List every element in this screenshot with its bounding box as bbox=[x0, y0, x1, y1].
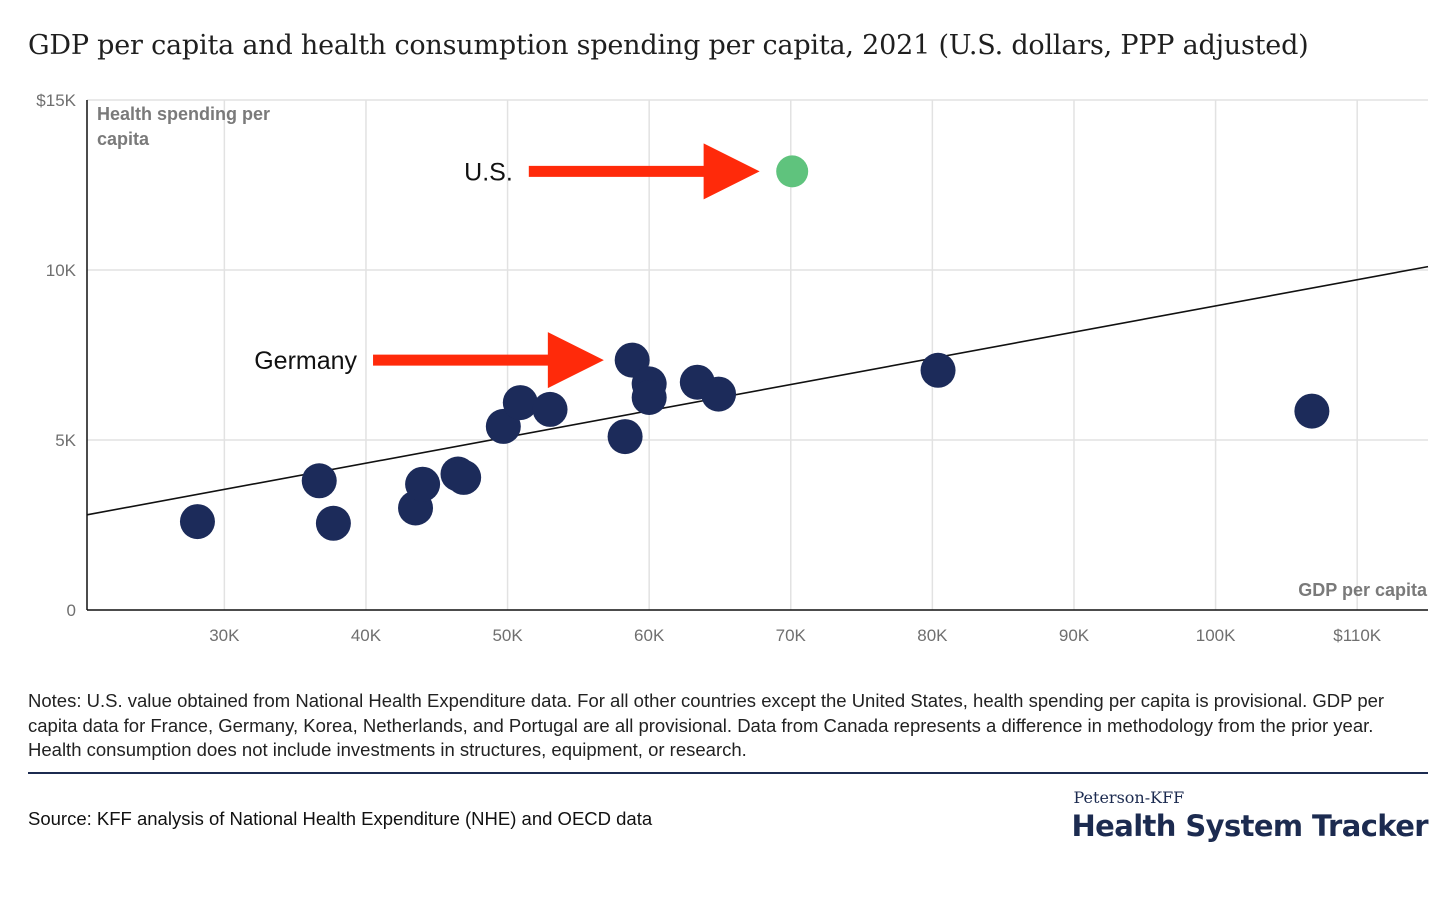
x-tick-label: 60K bbox=[634, 626, 665, 645]
x-tick-label: 50K bbox=[492, 626, 523, 645]
brand-logo-main: Health System Tracker bbox=[1071, 809, 1429, 843]
x-tick-label: 40K bbox=[351, 626, 382, 645]
data-point bbox=[532, 391, 568, 427]
trend-line bbox=[86, 265, 1429, 516]
data-point bbox=[405, 466, 441, 502]
y-tick-label: $15K bbox=[36, 91, 76, 110]
y-axis-label: Health spending per capita bbox=[97, 104, 270, 149]
data-point bbox=[1294, 393, 1330, 429]
x-axis-label: GDP per capita bbox=[1298, 580, 1428, 600]
annotation-arrow-head bbox=[703, 143, 760, 200]
y-tick-label: 0 bbox=[67, 601, 76, 620]
x-tick-label: 100K bbox=[1196, 626, 1236, 645]
brand-logo: Peterson-KFF Health System Tracker bbox=[1072, 788, 1429, 843]
data-point bbox=[920, 352, 956, 388]
x-tick-label: 90K bbox=[1059, 626, 1090, 645]
y-axis-label-line: capita bbox=[97, 129, 150, 149]
data-point bbox=[301, 463, 337, 499]
y-axis-label-line: Health spending per bbox=[97, 104, 270, 124]
data-point bbox=[607, 419, 643, 455]
chart-source: Source: KFF analysis of National Health … bbox=[28, 808, 653, 829]
y-tick-label: 10K bbox=[46, 261, 77, 280]
data-point bbox=[502, 385, 538, 421]
x-tick-label: 80K bbox=[917, 626, 948, 645]
divider bbox=[28, 772, 1428, 774]
annotation-label: Germany bbox=[254, 347, 357, 375]
x-tick-label: $110K bbox=[1333, 626, 1382, 645]
data-point bbox=[179, 504, 215, 540]
highlight-point bbox=[776, 155, 809, 188]
x-tick-label: 30K bbox=[209, 626, 240, 645]
brand-logo-top: Peterson-KFF bbox=[1073, 788, 1185, 807]
data-point bbox=[446, 459, 482, 495]
data-point bbox=[315, 505, 351, 541]
chart-title: GDP per capita and health consumption sp… bbox=[28, 30, 1309, 61]
data-point bbox=[631, 380, 667, 415]
chart-notes: Notes: U.S. value obtained from National… bbox=[28, 690, 1385, 760]
scatter-chart: 0 5K 10K $15K 30K 40K 50K 60K 70K 80K 90K 100K $110K… bbox=[36, 91, 1429, 645]
annotation-arrow-head bbox=[547, 332, 604, 389]
data-point bbox=[701, 376, 737, 412]
annotation-label: U.S. bbox=[464, 158, 513, 186]
x-tick-label: 70K bbox=[776, 626, 807, 645]
y-tick-label: 5K bbox=[55, 431, 76, 450]
